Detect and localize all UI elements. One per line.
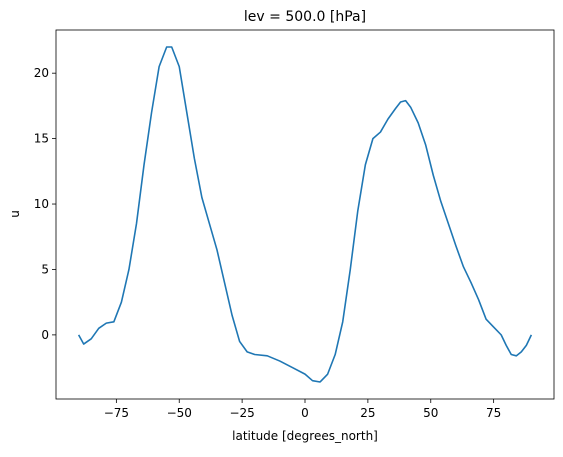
- x-tick-label: −75: [104, 406, 129, 420]
- y-tick-label: 5: [41, 262, 49, 276]
- y-axis-label: u: [8, 210, 22, 218]
- y-tick-label: 0: [41, 328, 49, 342]
- y-tick-label: 20: [34, 66, 49, 80]
- x-tick-label: −50: [167, 406, 192, 420]
- x-tick-label: −25: [229, 406, 254, 420]
- x-tick-label: 50: [423, 406, 438, 420]
- x-tick-label: 25: [360, 406, 375, 420]
- x-tick-label: 75: [486, 406, 501, 420]
- data-line: [77, 46, 533, 383]
- y-tick-label: 15: [34, 132, 49, 146]
- plot-frame: [55, 29, 555, 400]
- y-tick-label: 10: [34, 197, 49, 211]
- chart-title: lev = 500.0 [hPa]: [244, 9, 366, 25]
- x-tick-label: 0: [301, 406, 309, 420]
- x-axis-label: latitude [degrees_north]: [232, 429, 378, 443]
